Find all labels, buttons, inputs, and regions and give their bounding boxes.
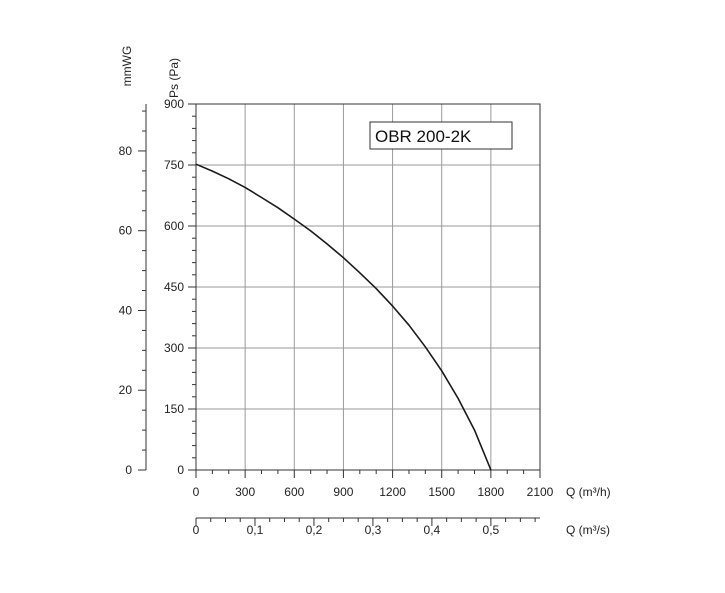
pa-tick-label: 450 <box>164 280 184 294</box>
flow-h-tick-label: 300 <box>235 485 255 499</box>
flow-m3s-axis: 0 0,1 0,2 0,3 0,4 0,5 Q (m³/s) <box>193 517 610 537</box>
flow-s-tick-label: 0,5 <box>483 523 500 537</box>
mmwg-tick-label: 60 <box>119 224 133 238</box>
flow-h-tick-label: 900 <box>333 485 353 499</box>
pa-tick-label: 600 <box>164 219 184 233</box>
mmwg-tick-label: 40 <box>119 303 133 317</box>
flow-s-tick-label: 0,1 <box>247 523 264 537</box>
mmwg-axis-title: mmWG <box>120 46 134 87</box>
pa-tick-label: 150 <box>164 402 184 416</box>
flow-h-tick-label: 1800 <box>478 485 505 499</box>
flow-s-tick-label: 0 <box>193 523 200 537</box>
flow-s-tick-label: 0,2 <box>306 523 323 537</box>
legend-box <box>369 121 513 150</box>
mmwg-tick-label: 80 <box>119 144 133 158</box>
flow-h-tick-label: 2100 <box>527 485 554 499</box>
mmwg-tick-label: 20 <box>119 383 133 397</box>
flow-s-axis-title: Q (m³/s) <box>566 523 610 537</box>
pa-axis-title: Ps (Pa) <box>167 58 181 98</box>
pa-tick-label: 300 <box>164 341 184 355</box>
mmwg-tick-label: 0 <box>125 463 132 477</box>
pa-tick-label: 750 <box>164 158 184 172</box>
flow-s-tick-label: 0,3 <box>365 523 382 537</box>
series-line <box>195 163 492 471</box>
series-layer <box>195 163 492 471</box>
flow-h-tick-label: 1200 <box>379 485 406 499</box>
flow-h-tick-label: 0 <box>193 485 200 499</box>
pressure-mmwg-axis: 0 20 40 60 80 mmWG <box>119 46 147 477</box>
flow-h-axis-title: Q (m³/h) <box>566 485 611 499</box>
pa-tick-label: 900 <box>164 97 184 111</box>
flow-m3h-axis: 0 300 600 900 1200 1500 1800 2100 Q (m³/h) <box>193 470 611 499</box>
grid <box>195 103 541 471</box>
flow-h-tick-label: 1500 <box>428 485 455 499</box>
flow-h-tick-label: 600 <box>284 485 304 499</box>
pa-tick-label: 0 <box>177 463 184 477</box>
legend-label: OBR 200-2K <box>375 127 472 146</box>
flow-s-tick-label: 0,4 <box>424 523 441 537</box>
legend: OBR 200-2K <box>369 121 513 150</box>
